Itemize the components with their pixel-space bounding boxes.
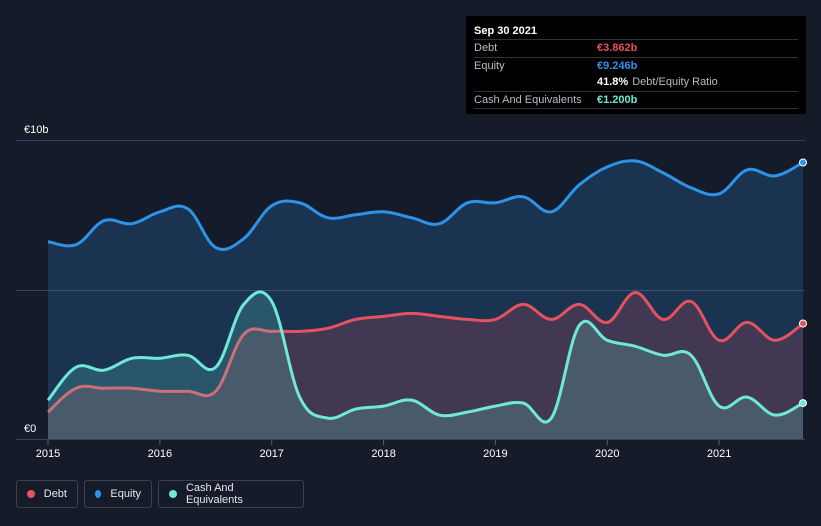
x-tick-label: 2021 xyxy=(707,448,731,460)
equity-end-marker[interactable] xyxy=(799,158,807,167)
tooltip-date: Sep 30 2021 xyxy=(474,25,537,37)
series-layer xyxy=(46,158,807,440)
y-tick-label-bottom: €0 xyxy=(24,423,36,435)
x-tick-label: 2017 xyxy=(259,448,283,460)
debt-line xyxy=(46,291,804,414)
legend-cash-label: Cash And Equivalents xyxy=(185,482,243,506)
legend-debt-label: Debt xyxy=(43,488,67,500)
x-tick-label: 2019 xyxy=(483,448,507,460)
tooltip-equity-row: Equity €9.246b xyxy=(474,56,798,75)
x-tick-label: 2016 xyxy=(148,448,172,460)
tooltip-ratio-label: Debt/Equity Ratio xyxy=(632,76,718,88)
cash-legend-dot xyxy=(169,490,177,498)
x-tick-label: 2020 xyxy=(595,448,619,460)
tooltip-debt-row: Debt €3.862b xyxy=(474,39,798,57)
y-tick-label-top: €10b xyxy=(24,124,48,136)
tooltip-equity-label: Equity xyxy=(474,59,505,72)
equity-legend-dot xyxy=(95,490,102,498)
legend-item-debt[interactable]: Debt xyxy=(16,480,78,508)
tooltip-debt-value: €3.862b xyxy=(597,42,638,54)
cash-and-equivalents-area xyxy=(48,291,803,439)
legend-item-cash[interactable]: Cash And Equivalents xyxy=(158,480,304,508)
tooltip-ratio-row: 41.8% Debt/Equity Ratio xyxy=(474,74,798,91)
legend-item-equity[interactable]: Equity xyxy=(84,480,152,508)
tooltip: Sep 30 2021 Debt €3.862b Equity €9.246b … xyxy=(466,16,806,114)
x-tick-label: 2015 xyxy=(36,448,60,460)
tooltip-ratio-value: 41.8% xyxy=(597,76,629,88)
equity-line xyxy=(47,159,804,252)
debt-area xyxy=(48,292,803,439)
tooltip-cash-label: Cash And Equivalents xyxy=(474,93,582,106)
tooltip-equity-value: €9.246b xyxy=(597,59,638,72)
cash-and-equivalents-line xyxy=(46,290,804,424)
tooltip-cash-value: €1.200b xyxy=(597,93,638,106)
x-axis: 2015 2016 2017 2018 2019 2020 2021 xyxy=(36,440,731,460)
cash-and-equivalents-end-marker[interactable] xyxy=(799,399,807,408)
debt-end-marker[interactable] xyxy=(799,319,807,328)
x-tick-label: 2018 xyxy=(371,448,395,460)
legend-equity-label: Equity xyxy=(110,488,141,500)
tooltip-debt-label: Debt xyxy=(474,42,498,54)
tooltip-cash-row: Cash And Equivalents €1.200b xyxy=(474,90,798,109)
debt-legend-dot xyxy=(27,490,35,498)
equity-area xyxy=(48,160,803,440)
